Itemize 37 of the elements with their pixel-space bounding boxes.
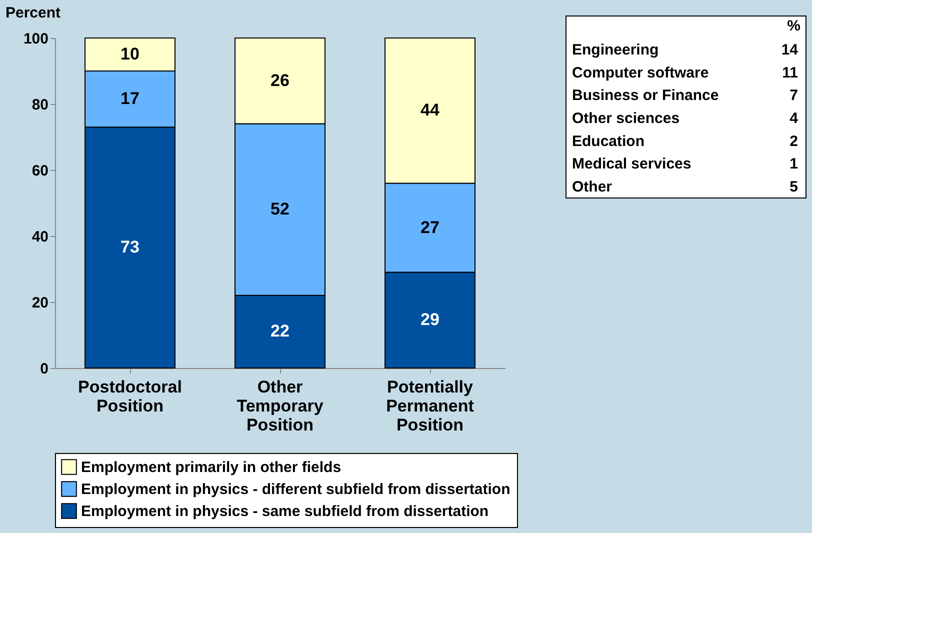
data-label: 10 <box>120 44 140 64</box>
y-tick-label: 0 <box>40 360 48 378</box>
legend-label: Employment in physics - same subfield from dissertation <box>81 503 489 520</box>
category-label: Computer software <box>572 64 709 82</box>
data-label: 17 <box>120 89 140 108</box>
data-label: 22 <box>270 322 290 341</box>
data-label: 27 <box>420 218 440 237</box>
data-label: 29 <box>420 310 440 330</box>
data-label: 26 <box>270 70 290 90</box>
data-label: 5 <box>790 178 798 196</box>
x-tick-label: Other Temporary Position <box>236 378 324 434</box>
category-label: Education <box>572 132 645 150</box>
x-tick-label: Potentially Permanent Position <box>386 378 474 434</box>
text: % <box>787 18 800 34</box>
category-label: Business or Finance <box>572 87 719 104</box>
data-label: 14 <box>781 41 799 58</box>
y-tick-label: 100 <box>23 30 48 48</box>
y-tick-label: 60 <box>32 162 48 180</box>
y-tick-label: 40 <box>32 228 48 246</box>
legend-label: Employment in physics - different subfield from dissertation <box>81 481 510 498</box>
y-tick-label: 80 <box>32 96 48 114</box>
y-axis-title: Percent <box>6 4 61 22</box>
data-label: 52 <box>270 200 290 219</box>
data-label: 1 <box>790 156 798 173</box>
category-label: Other sciences <box>572 110 680 127</box>
data-label: 11 <box>782 64 798 82</box>
data-label: 2 <box>790 132 798 150</box>
x-tick-label: Postdoctoral Position <box>78 378 182 416</box>
data-label: 7 <box>790 87 798 104</box>
y-tick-label: 20 <box>32 294 48 312</box>
category-label: Medical services <box>572 156 692 173</box>
category-label: Other <box>572 178 612 196</box>
category-label: Engineering <box>572 41 659 58</box>
legend-label: Employment primarily in other fields <box>81 459 342 476</box>
data-label: 73 <box>120 238 140 257</box>
data-label: 44 <box>420 100 440 120</box>
data-label: 4 <box>790 110 799 127</box>
